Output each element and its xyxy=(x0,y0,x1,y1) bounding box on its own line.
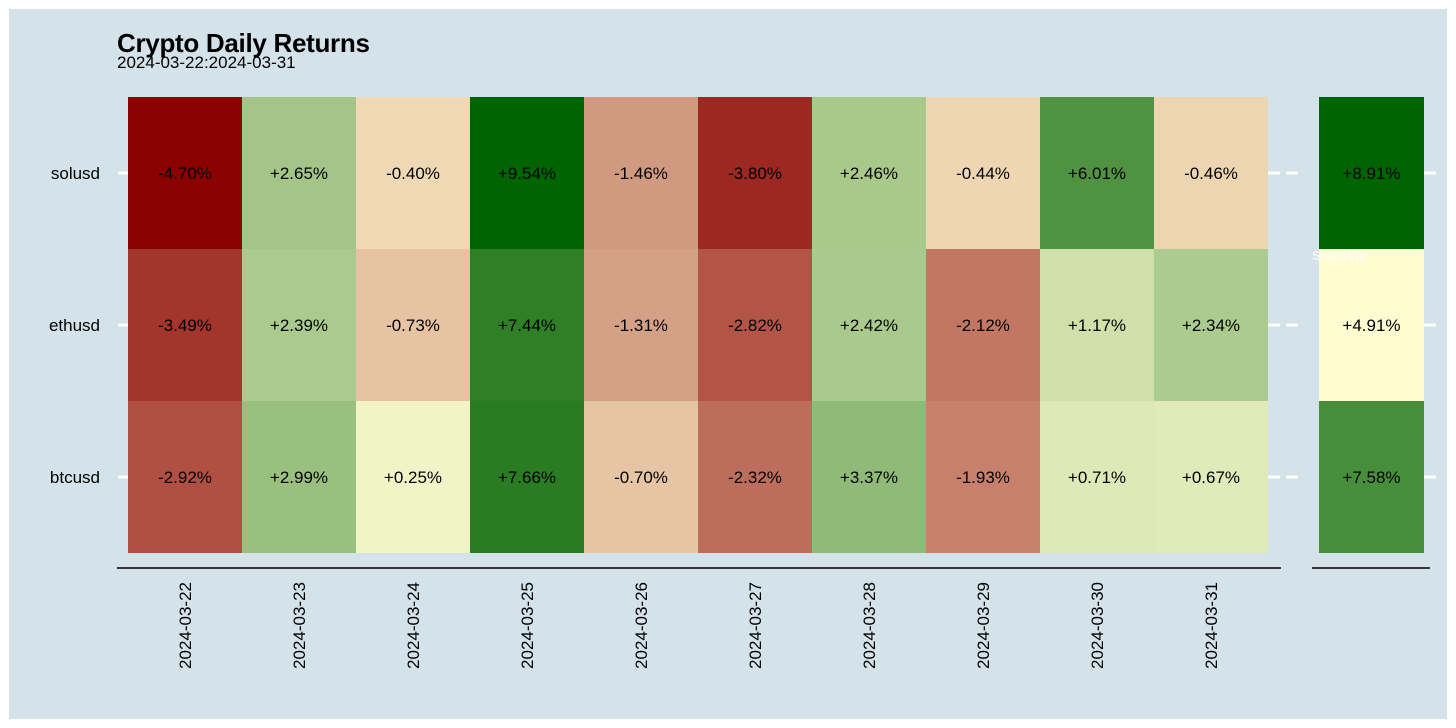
x-tick-label: 2024-03-31 xyxy=(1202,582,1221,669)
heatmap-cell xyxy=(242,401,356,553)
cell-value-label: -0.44% xyxy=(956,164,1010,183)
cell-value-label: -2.82% xyxy=(728,316,782,335)
cell-value-label: +0.25% xyxy=(384,468,442,487)
cell-value-label: +2.34% xyxy=(1182,316,1240,335)
cell-value-label: -0.46% xyxy=(1184,164,1238,183)
x-tick-label: 2024-03-30 xyxy=(1088,582,1107,669)
cell-value-label: -1.31% xyxy=(614,316,668,335)
heatmap-cell xyxy=(584,401,698,553)
cell-value-label: -3.49% xyxy=(158,316,212,335)
cell-value-label: -2.32% xyxy=(728,468,782,487)
heatmap-cell xyxy=(470,401,584,553)
heatmap-cell xyxy=(470,249,584,401)
cell-value-label: -4.70% xyxy=(158,164,212,183)
heatmap-cell xyxy=(128,97,242,249)
heatmap-cell xyxy=(926,401,1040,553)
heatmap-cell xyxy=(812,401,926,553)
heatmap-cell xyxy=(1040,97,1154,249)
cell-value-label: +3.37% xyxy=(840,468,898,487)
total-cell xyxy=(1319,249,1424,401)
heatmap-cell xyxy=(356,249,470,401)
cell-value-label: +9.54% xyxy=(498,164,556,183)
x-tick-label: 2024-03-22 xyxy=(176,582,195,669)
total-value-label: +8.91% xyxy=(1342,164,1400,183)
cell-value-label: -2.92% xyxy=(158,468,212,487)
cell-value-label: +2.42% xyxy=(840,316,898,335)
cell-value-label: -1.93% xyxy=(956,468,1010,487)
watermark: StockViz xyxy=(1312,248,1366,263)
heatmap-cell xyxy=(812,249,926,401)
y-tick-label: solusd xyxy=(51,164,100,183)
cell-value-label: +2.65% xyxy=(270,164,328,183)
heatmap-cell xyxy=(1154,249,1268,401)
chart-title: Crypto Daily Returns xyxy=(117,28,370,58)
heatmap-cell xyxy=(242,249,356,401)
x-tick-label: 2024-03-29 xyxy=(974,582,993,669)
heatmap-cell xyxy=(698,249,812,401)
cell-value-label: +7.66% xyxy=(498,468,556,487)
cell-value-label: +1.17% xyxy=(1068,316,1126,335)
heatmap-cell xyxy=(470,97,584,249)
heatmap-cell xyxy=(128,249,242,401)
cell-value-label: -0.40% xyxy=(386,164,440,183)
cell-value-label: +2.39% xyxy=(270,316,328,335)
heatmap-cell xyxy=(356,401,470,553)
heatmap-cell xyxy=(698,97,812,249)
cell-value-label: -0.73% xyxy=(386,316,440,335)
x-tick-label: 2024-03-26 xyxy=(632,582,651,669)
heatmap-cell xyxy=(812,97,926,249)
total-cell xyxy=(1319,401,1424,553)
heatmap-cell xyxy=(242,97,356,249)
cell-value-label: +2.99% xyxy=(270,468,328,487)
heatmap-cell xyxy=(1040,249,1154,401)
y-tick-label: btcusd xyxy=(50,468,100,487)
heatmap-cell xyxy=(1154,97,1268,249)
cell-value-label: +0.67% xyxy=(1182,468,1240,487)
heatmap-cell xyxy=(1154,401,1268,553)
cell-value-label: -2.12% xyxy=(956,316,1010,335)
heatmap-cell xyxy=(584,249,698,401)
x-tick-label: 2024-03-25 xyxy=(518,582,537,669)
cell-value-label: +7.44% xyxy=(498,316,556,335)
total-value-label: +7.58% xyxy=(1342,468,1400,487)
y-tick-label: ethusd xyxy=(49,316,100,335)
cell-value-label: -0.70% xyxy=(614,468,668,487)
chart-subtitle: 2024-03-22:2024-03-31 xyxy=(117,53,296,72)
heatmap-cell xyxy=(926,249,1040,401)
cell-value-label: +0.71% xyxy=(1068,468,1126,487)
cell-value-label: -1.46% xyxy=(614,164,668,183)
heatmap-cell xyxy=(584,97,698,249)
heatmap-cell xyxy=(356,97,470,249)
total-cell xyxy=(1319,97,1424,249)
total-value-label: +4.91% xyxy=(1342,316,1400,335)
heatmap-cell xyxy=(1040,401,1154,553)
x-tick-label: 2024-03-28 xyxy=(860,582,879,669)
heatmap-cell xyxy=(128,401,242,553)
x-tick-label: 2024-03-27 xyxy=(746,582,765,669)
x-tick-label: 2024-03-24 xyxy=(404,582,423,669)
cell-value-label: -3.80% xyxy=(728,164,782,183)
heatmap-cell xyxy=(698,401,812,553)
x-tick-label: 2024-03-23 xyxy=(290,582,309,669)
cell-value-label: +6.01% xyxy=(1068,164,1126,183)
heatmap-cell xyxy=(926,97,1040,249)
cell-value-label: +2.46% xyxy=(840,164,898,183)
